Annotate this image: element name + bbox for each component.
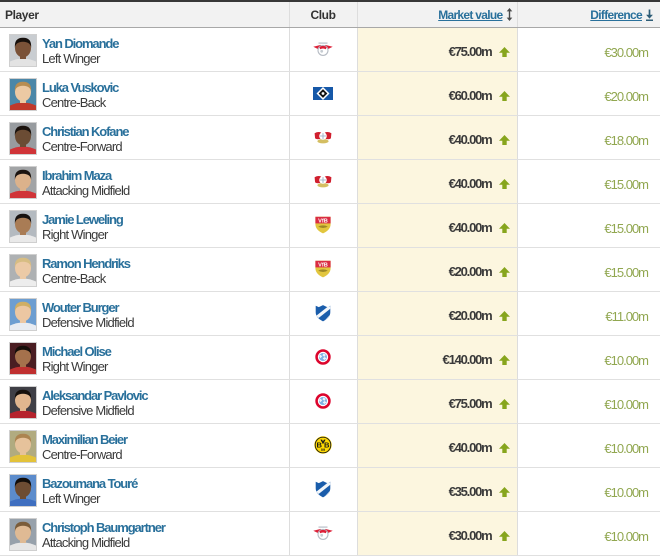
svg-text:09: 09 [321,448,325,452]
svg-text:VfB: VfB [318,262,328,268]
svg-text:B B: B B [316,440,330,449]
svg-text:VfB: VfB [318,218,328,224]
